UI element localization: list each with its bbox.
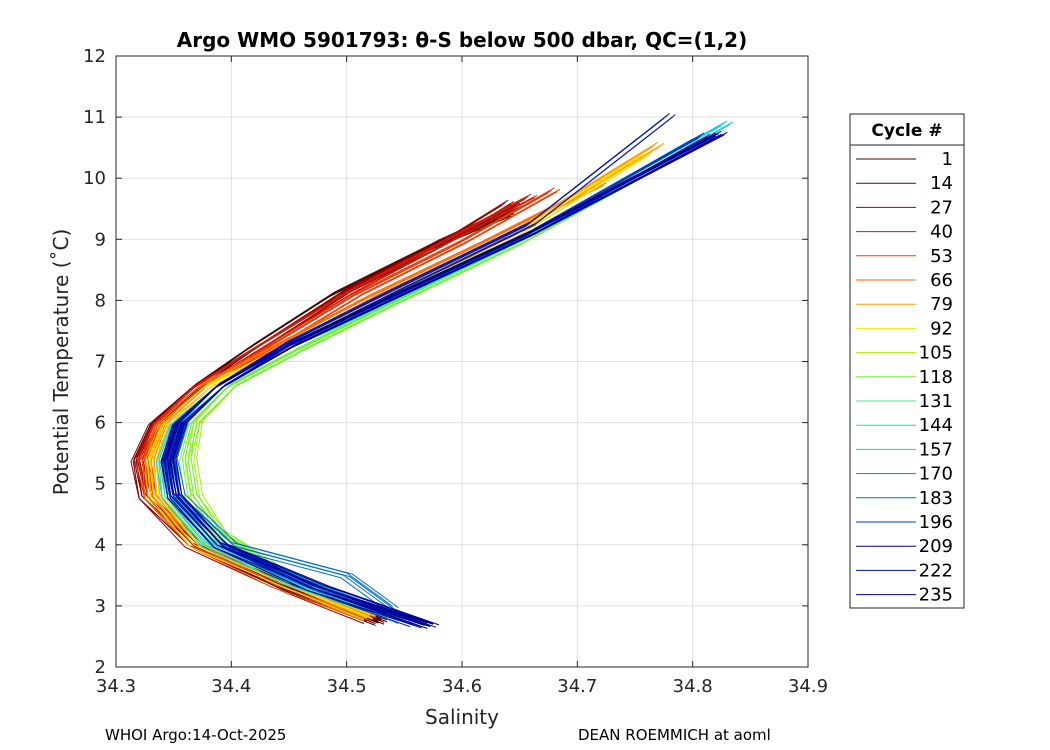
x-tick-label: 34.6	[442, 676, 482, 697]
y-tick-label: 4	[95, 535, 106, 556]
legend-label-79: 79	[930, 294, 953, 315]
series-line-cycle-222	[167, 113, 670, 623]
y-tick-label: 8	[95, 290, 106, 311]
series-line-cycle-118	[184, 156, 670, 604]
series-line-cycle-66	[144, 183, 598, 619]
series-line-cycle-92	[149, 153, 644, 618]
legend-label-105: 105	[919, 343, 953, 364]
series-line-cycle-118	[178, 161, 665, 609]
series-line-cycle-105	[184, 167, 653, 609]
legend-entries: 1 14 27 40 53 66 79 92 105 118 131 144 157 170 183 196 2…	[856, 149, 953, 606]
footer-source: WHOI Argo:14-Oct-2025	[105, 726, 287, 744]
legend-label-222: 222	[919, 560, 953, 581]
footer-operator: DEAN ROEMMICH at aoml	[578, 726, 771, 744]
legend-label-209: 209	[919, 536, 953, 557]
series-line-cycle-131	[173, 158, 676, 612]
axis-ticks: 34.3 34.4 34.5 34.6 34.7 34.8 34.9 2 3 4 5 6 7 8 9 10 11…	[83, 46, 828, 697]
y-tick-label: 9	[95, 229, 106, 250]
series-line-cycle-235	[163, 135, 716, 629]
series-line-cycle-105	[196, 164, 665, 606]
x-tick-label: 34.8	[673, 676, 713, 697]
legend-label-27: 27	[930, 197, 953, 218]
legend-label-235: 235	[919, 585, 953, 606]
legend-label-40: 40	[930, 222, 953, 243]
y-tick-label: 6	[95, 413, 106, 434]
x-tick-label: 34.3	[96, 676, 136, 697]
series-line-cycle-66	[142, 186, 595, 622]
legend-label-196: 196	[919, 512, 953, 533]
y-tick-label: 7	[95, 352, 106, 373]
series-line-cycle-235	[172, 134, 725, 628]
series-line-cycle-209	[169, 136, 719, 628]
y-tick-label: 11	[83, 107, 106, 128]
x-tick-label: 34.9	[788, 676, 828, 697]
series-line-cycle-183	[176, 139, 699, 609]
legend-title: Cycle #	[871, 121, 942, 141]
series-line-cycle-222	[164, 115, 668, 625]
series-line-cycle-118	[181, 159, 667, 607]
series-line-cycle-66	[147, 181, 601, 617]
series-line-cycle-105	[190, 163, 659, 604]
series-line-cycle-118	[190, 158, 676, 606]
series-line-cycle-144	[169, 139, 699, 615]
legend-label-183: 183	[919, 488, 953, 509]
series-line-cycle-235	[166, 133, 719, 627]
series-line-cycle-105	[187, 165, 656, 607]
y-tick-label: 2	[95, 657, 106, 678]
legend-label-14: 14	[930, 173, 953, 194]
legend-label-157: 157	[919, 439, 953, 460]
chart-title: Argo WMO 5901793: θ-S below 500 dbar, QC…	[177, 28, 747, 52]
legend-box	[849, 113, 965, 609]
series-line-cycle-235	[169, 130, 722, 625]
legend-label-92: 92	[930, 318, 953, 339]
series-line-cycle-222	[161, 117, 665, 628]
y-axis-label: Potential Temperature (˚C)	[49, 229, 73, 496]
legend-label-118: 118	[919, 367, 953, 388]
series-line-cycle-209	[172, 133, 722, 625]
y-tick-label: 3	[95, 596, 106, 617]
legend: Cycle # 1 14 27 40 53 66 79 92 105 118 131 144 157 17…	[849, 113, 965, 609]
x-tick-label: 34.4	[211, 676, 251, 697]
series-lines	[130, 113, 734, 629]
x-tick-label: 34.7	[557, 676, 597, 697]
series-line-cycle-14	[139, 206, 523, 623]
legend-label-66: 66	[930, 270, 953, 291]
legend-label-144: 144	[919, 415, 953, 436]
legend-label-53: 53	[930, 246, 953, 267]
series-line-cycle-131	[167, 156, 670, 611]
series-line-cycle-118	[187, 160, 673, 608]
series-line-cycle-183	[170, 138, 693, 607]
series-line-cycle-105	[193, 166, 662, 608]
legend-label-131: 131	[919, 391, 953, 412]
series-line-cycle-144	[163, 138, 693, 614]
y-tick-label: 12	[83, 46, 106, 67]
grid-lines	[115, 55, 809, 668]
legend-label-1: 1	[942, 149, 953, 170]
y-tick-label: 5	[95, 474, 106, 495]
series-line-cycle-235	[175, 131, 728, 626]
y-tick-label: 10	[83, 168, 106, 189]
x-tick-label: 34.5	[327, 676, 367, 697]
legend-label-170: 170	[919, 464, 953, 485]
x-axis-label: Salinity	[425, 705, 499, 729]
